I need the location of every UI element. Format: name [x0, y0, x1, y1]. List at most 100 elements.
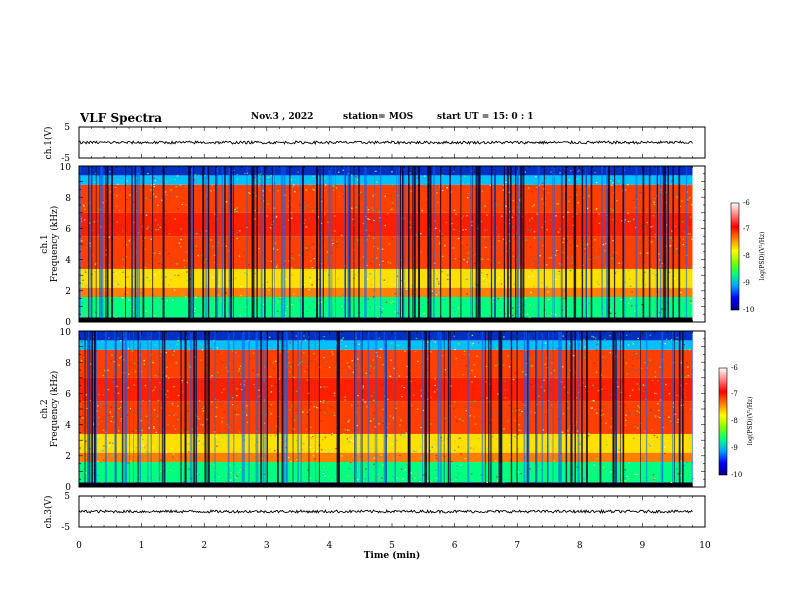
- spectrogram-cell: [252, 464, 254, 466]
- spectrogram-cell: [646, 221, 648, 224]
- spectrogram-cell: [254, 176, 256, 178]
- spectrogram-cell: [431, 446, 434, 448]
- spectrogram-cell: [236, 210, 238, 212]
- spectrogram-cell: [658, 312, 661, 314]
- spectrogram-cell: [684, 351, 687, 353]
- spectrogram-cell: [595, 207, 598, 210]
- spectrogram-cell: [364, 478, 366, 480]
- spectrogram-cell: [116, 397, 119, 400]
- spectrogram-cell: [153, 299, 156, 301]
- spectrogram-cell: [596, 257, 598, 259]
- spectrogram-cell: [246, 405, 248, 407]
- spectrogram-cell: [587, 473, 590, 475]
- spectrogram-cell: [184, 296, 187, 298]
- spectrogram-cell: [632, 199, 635, 201]
- spectrogram-cell: [378, 220, 380, 222]
- spectrogram-cell: [609, 208, 612, 210]
- spectrogram-cell: [357, 358, 359, 360]
- spectrogram-streak: [88, 166, 90, 322]
- spectrogram-cell: [462, 420, 464, 422]
- spectrogram-cell: [211, 401, 213, 403]
- spectrogram-cell: [629, 395, 631, 397]
- spectrogram-cell: [154, 374, 157, 377]
- spectrogram-cell: [686, 462, 688, 464]
- spectrogram-cell: [269, 375, 272, 378]
- spectrogram-cell: [682, 401, 685, 403]
- spectrogram-cell: [238, 255, 241, 257]
- spectrogram-cell: [602, 466, 605, 469]
- spectrogram-cell: [193, 179, 195, 181]
- spectrogram-cell: [349, 436, 351, 438]
- spectrogram-streak: [246, 166, 248, 322]
- spectrogram-cell: [193, 310, 196, 313]
- spectrogram-cell: [110, 240, 112, 242]
- spectrogram-streak: [494, 166, 496, 322]
- spectrogram-streak: [527, 331, 530, 487]
- spectrogram-cell: [296, 440, 298, 442]
- spectrogram-cell: [462, 374, 465, 376]
- spectrogram-cell: [547, 291, 549, 293]
- spectrogram-cell: [474, 253, 476, 255]
- spectrogram-cell: [404, 468, 407, 471]
- spectrogram-cell: [233, 297, 236, 299]
- spectrogram-cell: [110, 420, 112, 423]
- spectrogram-cell: [644, 239, 646, 241]
- spectrogram-cell: [272, 247, 275, 249]
- spectrogram-streak: [277, 331, 279, 487]
- spectrogram-cell: [320, 301, 323, 303]
- spectrogram-cell: [186, 260, 188, 262]
- spectrogram-cell: [125, 186, 127, 188]
- spectrogram-cell: [313, 462, 315, 464]
- spectrogram-cell: [626, 373, 629, 375]
- spectrogram-cell: [664, 343, 666, 345]
- spectrogram-cell: [654, 415, 657, 417]
- spectrogram-cell: [201, 406, 203, 409]
- spectrogram-cell: [451, 247, 453, 249]
- spectrogram-cell: [668, 271, 671, 273]
- spectrogram-cell: [430, 423, 432, 425]
- spectrogram-cell: [293, 293, 295, 295]
- spectrogram-cell: [486, 274, 488, 276]
- spectrogram-cell: [391, 208, 393, 210]
- spectrogram-streak: [233, 166, 234, 322]
- spectrogram-cell: [224, 419, 227, 422]
- spectrogram-cell: [455, 213, 457, 215]
- spectrogram-cell: [654, 376, 657, 378]
- spectrogram-cell: [504, 397, 507, 399]
- spectrogram-cell: [246, 421, 249, 424]
- spectrogram-cell: [264, 473, 266, 476]
- spectrogram-cell: [301, 361, 303, 363]
- spectrogram-cell: [310, 434, 313, 437]
- ch2-colorbar-tick: -6: [731, 364, 738, 372]
- spectrogram-cell: [145, 310, 148, 312]
- spectrogram-cell: [454, 449, 456, 452]
- spectrogram-cell: [498, 204, 500, 206]
- spectrogram-cell: [420, 233, 422, 235]
- spectrogram-cell: [437, 281, 440, 283]
- spectrogram-streak: [560, 331, 562, 487]
- spectrogram-cell: [539, 255, 542, 257]
- spectrogram-cell: [171, 191, 174, 194]
- spectrogram-streak: [147, 331, 149, 487]
- spectrogram-streak: [490, 166, 493, 322]
- spectrogram-streak: [91, 331, 94, 487]
- spectrogram-cell: [538, 468, 540, 470]
- spectrogram-cell: [360, 300, 362, 302]
- spectrogram-cell: [293, 184, 295, 186]
- spectrogram-cell: [431, 290, 434, 292]
- spectrogram-cell: [643, 390, 645, 392]
- spectrogram-cell: [594, 239, 596, 241]
- spectrogram-streak: [95, 331, 98, 487]
- spectrogram-streak: [374, 166, 376, 322]
- spectrogram-cell: [305, 268, 308, 270]
- spectrogram-cell: [662, 426, 665, 429]
- spectrogram-streak: [344, 166, 346, 322]
- spectrogram-streak: [616, 331, 617, 487]
- spectrogram-cell: [320, 420, 323, 422]
- ch2-spec-ytick-labels: 0 2 4 6 8 10: [60, 328, 72, 493]
- spectrogram-streak: [336, 331, 338, 487]
- spectrogram-cell: [259, 173, 262, 175]
- spectrogram-cell: [654, 233, 657, 236]
- spectrogram-cell: [379, 437, 382, 439]
